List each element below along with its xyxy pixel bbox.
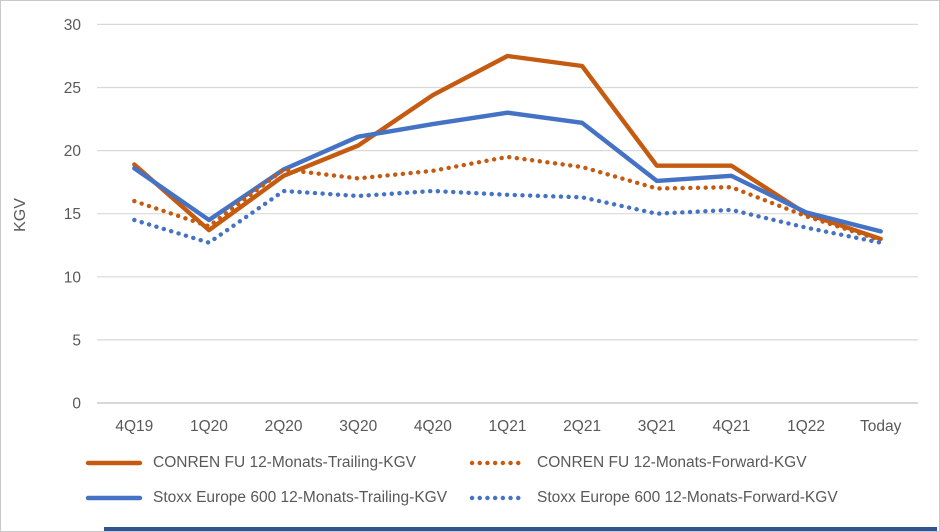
series-line-solid-2 [132,110,883,234]
y-axis-tick-label: 15 [64,206,81,223]
y-axis-tick-label: 30 [64,17,82,34]
chart-legend: CONREN FU 12-Monats-Trailing-KGV CONREN F… [85,452,838,509]
legend-item: Stoxx Europe 600 12-Monats-Trailing-KGV [85,487,469,509]
y-axis-tick-label: 25 [64,80,81,97]
series-line-dotted-3 [132,188,883,245]
slide-footer-bar [104,527,937,531]
x-axis-tick-label: 1Q21 [489,418,527,435]
y-axis-tick-label: 5 [72,332,81,349]
legend-item: Stoxx Europe 600 12-Monats-Forward-KGV [469,487,838,509]
legend-label: Stoxx Europe 600 12-Monats-Forward-KGV [537,489,838,506]
dotted-line-swatch-icon [469,495,527,501]
y-axis-tick-label: 20 [64,143,82,160]
x-axis-tick-label: 2Q21 [563,418,601,435]
x-axis-tick-label: 4Q19 [115,418,153,435]
legend-label: Stoxx Europe 600 12-Monats-Trailing-KGV [153,489,448,506]
series-line-solid-0 [132,53,883,242]
x-axis-tick-label: 2Q20 [265,418,303,435]
x-axis-tick-label: 4Q20 [414,418,452,435]
kgv-line-chart: 0 5 10 15 20 25 30 KGV 4Q19 1Q20 2Q20 3Q20 4Q20 1Q21 2… [12,17,918,435]
series-line-dotted-1 [132,154,883,243]
legend-label: CONREN FU 12-Monats-Trailing-KGV [153,454,416,471]
x-axis-tick-label: 1Q22 [787,418,825,435]
x-axis-tick-label: 3Q21 [638,418,676,435]
y-axis-tick-label: 0 [72,396,81,413]
x-axis-tick-label: 3Q20 [339,418,377,435]
legend-label: CONREN FU 12-Monats-Forward-KGV [537,454,807,471]
legend-item: CONREN FU 12-Monats-Forward-KGV [469,452,838,474]
y-axis-tick-label: 10 [64,269,82,286]
x-axis-tick-label: Today [860,418,902,435]
dotted-line-swatch-icon [469,460,527,466]
y-axis-title: KGV [12,198,29,232]
solid-line-swatch-icon [85,460,143,466]
legend-item: CONREN FU 12-Monats-Trailing-KGV [85,452,469,474]
x-axis-tick-label: 4Q21 [712,418,750,435]
x-axis-tick-label: 1Q20 [190,418,228,435]
solid-line-swatch-icon [85,495,143,501]
